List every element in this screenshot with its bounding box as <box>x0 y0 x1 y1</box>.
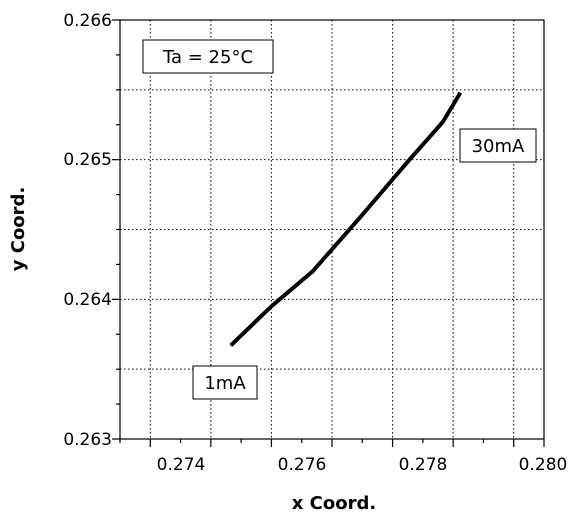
y-tick-label: 0.266 <box>63 11 112 31</box>
y-tick-label: 0.265 <box>63 150 112 170</box>
condition-label: Ta = 25°C <box>142 39 274 74</box>
y-tick-label: 0.264 <box>63 290 112 310</box>
start-label: 1mA <box>192 365 258 400</box>
y-tick-labels: 0.263 0.264 0.265 0.266 <box>63 11 112 450</box>
x-tick-label: 0.280 <box>519 455 568 475</box>
x-tick-labels: 0.274 0.276 0.278 0.280 <box>157 455 568 475</box>
y-tick-label: 0.263 <box>63 430 112 450</box>
axis-ticks <box>112 19 545 447</box>
x-tick-label: 0.276 <box>278 455 327 475</box>
x-tick-label: 0.274 <box>157 455 206 475</box>
x-axis-title: x Coord. <box>292 493 376 514</box>
end-label: 30mA <box>459 128 537 163</box>
condition-label-box <box>142 39 274 74</box>
end-label-text: 30mA <box>472 136 525 157</box>
end-label-box <box>459 128 537 163</box>
y-axis-title: y Coord. <box>8 187 29 272</box>
grid-lines <box>120 20 544 439</box>
series-line <box>229 91 463 347</box>
start-label-box <box>192 365 258 400</box>
start-label-text: 1mA <box>204 373 246 394</box>
condition-label-text: Ta = 25°C <box>162 47 253 68</box>
x-tick-label: 0.278 <box>399 455 448 475</box>
